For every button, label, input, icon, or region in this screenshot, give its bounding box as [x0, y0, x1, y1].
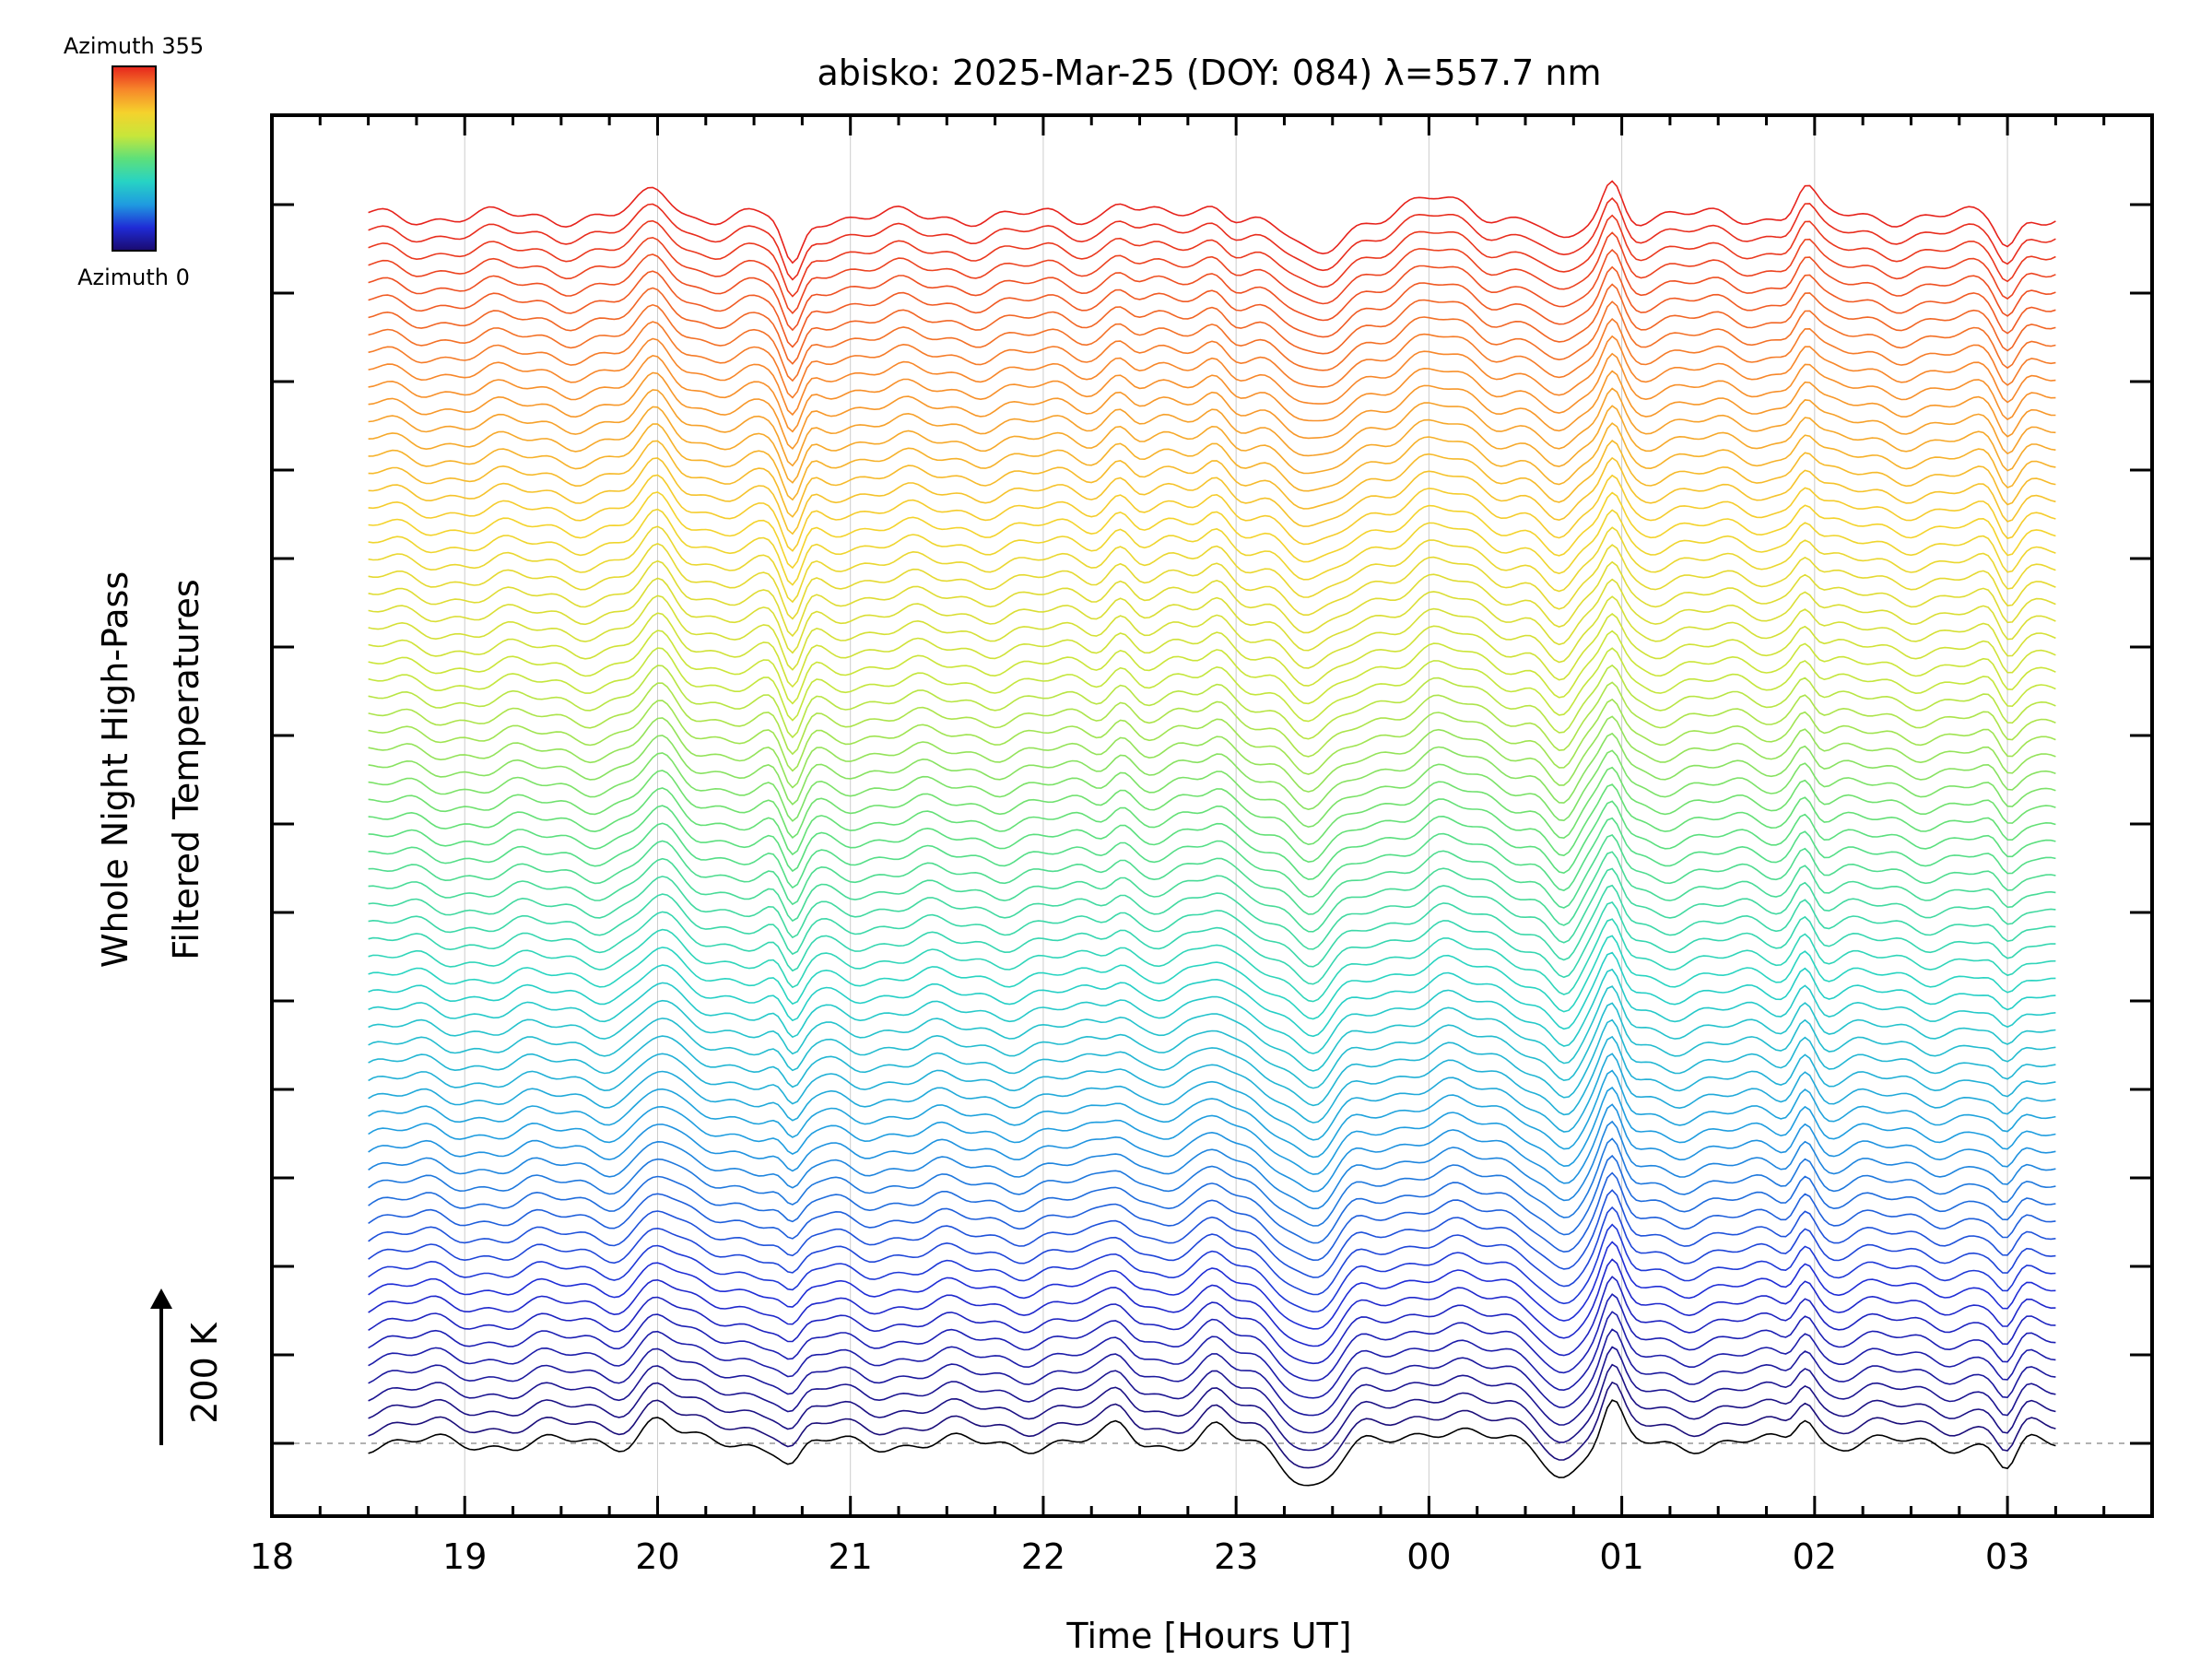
x-tick-label: 20: [635, 1536, 679, 1577]
x-tick-label: 02: [1793, 1536, 1837, 1577]
series-line: [368, 647, 2056, 723]
series-line: [368, 783, 2056, 864]
series-line: [368, 1346, 2056, 1434]
x-tick-label: 21: [829, 1536, 873, 1577]
y-axis-title-line1: Whole Night High-Pass: [95, 571, 135, 968]
series-line: [368, 1189, 2056, 1278]
series-line: [368, 196, 2056, 281]
series-line: [368, 851, 2056, 933]
series-line: [368, 559, 2056, 638]
series-line: [368, 629, 2056, 705]
x-tick-label: 23: [1214, 1536, 1258, 1577]
series-line: [368, 698, 2056, 775]
x-tick-label: 03: [1985, 1536, 2030, 1577]
series-line: [368, 732, 2056, 811]
y-axis-title-line2: Filtered Temperatures: [166, 579, 206, 959]
legend-bottom-label: Azimuth 0: [77, 265, 190, 290]
series-line: [368, 300, 2056, 382]
series-line: [368, 577, 2056, 654]
series-line: [368, 985, 2056, 1072]
legend-top-label: Azimuth 355: [64, 33, 204, 59]
series-line: [368, 1035, 2056, 1124]
series-line: [368, 491, 2056, 570]
series-line: [368, 951, 2056, 1038]
scale-indicator: 200 K: [150, 1288, 225, 1445]
series-line: [368, 1137, 2056, 1227]
series-line: [368, 766, 2056, 846]
series-line: [368, 834, 2056, 915]
series-line: [368, 508, 2056, 586]
x-tick-label: 18: [250, 1536, 294, 1577]
series-line: [368, 901, 2056, 985]
series-line: [368, 884, 2056, 968]
scale-label: 200 K: [184, 1322, 225, 1424]
series-line: [368, 440, 2056, 518]
series-line: [368, 370, 2056, 450]
series-line: [368, 664, 2056, 740]
series-line: [368, 612, 2056, 688]
colorbar: [112, 65, 157, 252]
series-line: [368, 1103, 2056, 1193]
series-line: [368, 1276, 2056, 1365]
series-line: [368, 1293, 2056, 1382]
plot-frame: [270, 113, 2154, 1518]
series-line: [368, 335, 2056, 417]
series-line: [368, 1053, 2056, 1141]
scale-arrow-head: [150, 1288, 172, 1309]
colorbar-legend: Azimuth 355 Azimuth 0: [64, 33, 204, 290]
series-line: [368, 594, 2056, 671]
series-line: [368, 1086, 2056, 1175]
series-line: [368, 265, 2056, 348]
series-line: [368, 1381, 2056, 1469]
series-line: [368, 1258, 2056, 1347]
series-line: [368, 214, 2056, 298]
series-line: [368, 1154, 2056, 1244]
axis-ticks: [270, 115, 2154, 1516]
series-line: [368, 968, 2056, 1054]
series-line: [368, 180, 2056, 265]
x-tick-labels: 18 19 20 21 22 23 00 01 02 03: [250, 1536, 2030, 1577]
series-line: [368, 456, 2056, 535]
series-line: [368, 231, 2056, 314]
x-axis-title: Time [Hours UT]: [1065, 1616, 1351, 1656]
series-line: [368, 1018, 2056, 1107]
series-line: [368, 715, 2056, 793]
series-line: [368, 935, 2056, 1020]
series-line: [368, 817, 2056, 898]
series-line: [368, 1002, 2056, 1089]
series-line: [368, 422, 2056, 501]
series-line: [368, 283, 2056, 365]
series-line: [368, 248, 2056, 332]
series-line: [368, 1328, 2056, 1417]
x-tick-label: 00: [1406, 1536, 1451, 1577]
series-line: [368, 387, 2056, 467]
x-tick-label: 22: [1021, 1536, 1065, 1577]
series-line: [368, 474, 2056, 552]
grid-lines: [272, 115, 2152, 1516]
series-line: [368, 1399, 2056, 1487]
x-tick-label: 01: [1599, 1536, 1643, 1577]
series-line: [368, 1120, 2056, 1210]
series-line: [368, 405, 2056, 484]
series-lines: [368, 180, 2056, 1487]
series-line: [368, 1363, 2056, 1452]
series-line: [368, 1171, 2056, 1262]
chart-title: abisko: 2025-Mar-25 (DOY: 084) λ=557.7 n…: [817, 53, 1601, 93]
series-line: [368, 525, 2056, 604]
series-line: [368, 918, 2056, 1003]
series-line: [368, 1241, 2056, 1330]
series-line: [368, 800, 2056, 880]
series-line: [368, 749, 2056, 829]
series-line: [368, 1311, 2056, 1399]
series-line: [368, 1223, 2056, 1313]
series-line: [368, 352, 2056, 433]
series-line: [368, 317, 2056, 399]
series-line: [368, 1206, 2056, 1296]
series-line: [368, 867, 2056, 950]
series-line: [368, 543, 2056, 620]
series-line: [368, 681, 2056, 758]
x-tick-label: 19: [442, 1536, 487, 1577]
series-line: [368, 1069, 2056, 1159]
